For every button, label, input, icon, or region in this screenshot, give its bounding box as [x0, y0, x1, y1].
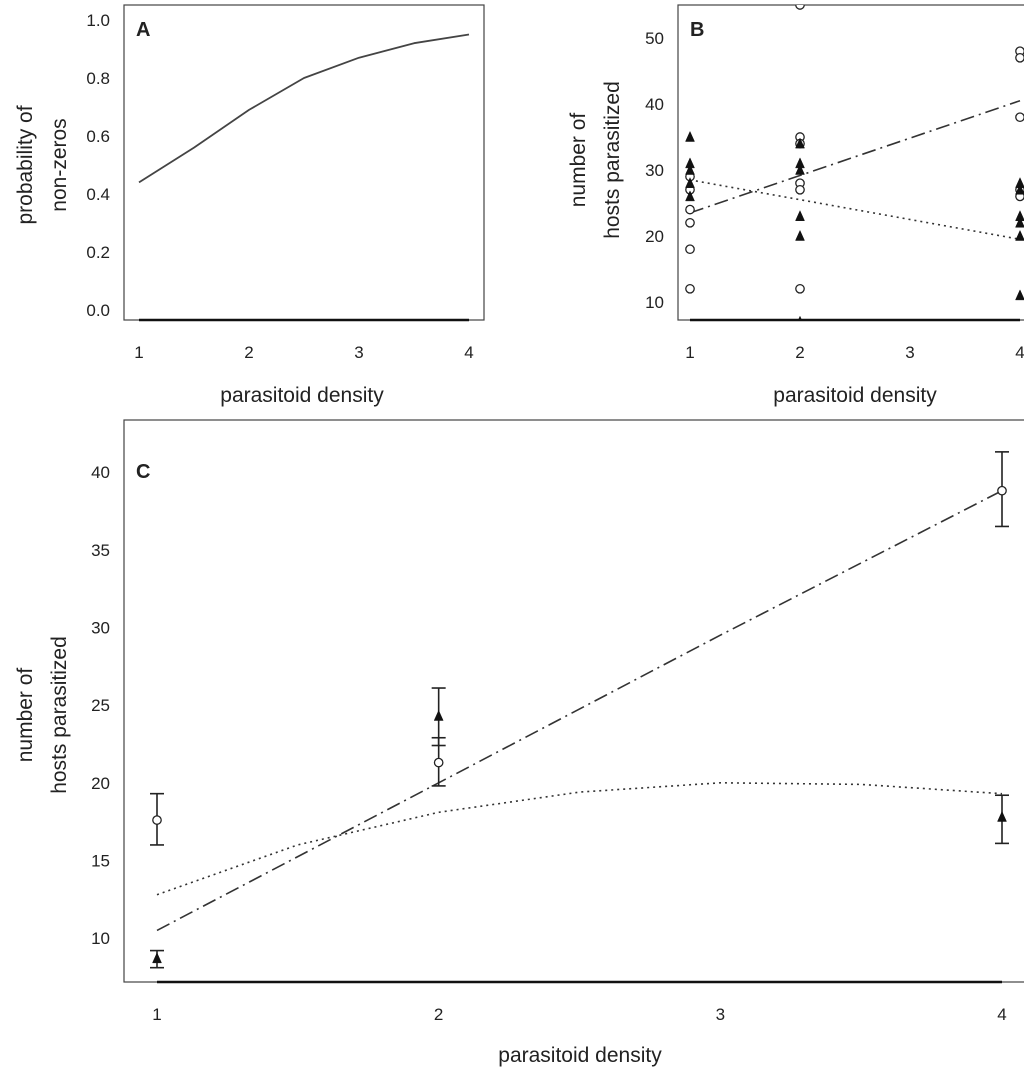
- y-tick-label: 10: [91, 929, 110, 948]
- x-tick-label: 3: [716, 1005, 725, 1024]
- y-axis-label-pb: hosts parasitized: [601, 81, 624, 239]
- panel-pa: A 1 2 3 4 0.0 0.2 0.4 0.6 0.8 1.0 parasitoid densit…: [14, 4, 485, 407]
- panel-label-pa: A: [136, 19, 150, 41]
- point-triangle: [685, 190, 695, 202]
- x-tick-label: 4: [997, 1005, 1006, 1024]
- y-tick-label: 0.6: [86, 127, 110, 146]
- x-tick-label: 1: [134, 343, 143, 362]
- y-tick-label: 30: [91, 618, 110, 637]
- point-circle: [685, 244, 695, 255]
- y-tick-label: 10: [645, 293, 664, 312]
- y-tick-label: 50: [645, 29, 664, 48]
- x-tick-label: 1: [152, 1005, 161, 1024]
- point-circle: [997, 485, 1007, 496]
- plot-frame-pc: [123, 419, 1024, 983]
- point-triangle: [1015, 183, 1024, 195]
- x-tick-label: 1: [685, 343, 694, 362]
- panel-label-pb: B: [690, 19, 704, 41]
- y-axis-label-pa: probability of: [14, 105, 37, 224]
- panel-pb: B 1 2 3 4 10 20 30 40 50 parasitoid density number …: [567, 4, 1024, 407]
- y-axis-label-pa: non-zeros: [48, 118, 71, 211]
- point-circle: [433, 757, 444, 768]
- point-triangle: [685, 130, 695, 142]
- y-axis-label-pc: number of: [14, 668, 37, 763]
- point-circle: [795, 184, 805, 195]
- point-triangle: [1015, 289, 1024, 301]
- x-tick-label: 3: [354, 343, 363, 362]
- point-circle: [1015, 52, 1024, 63]
- point-triangle: [1015, 229, 1024, 241]
- y-tick-label: 0.0: [86, 301, 110, 320]
- panel-pc: C 1 2 3 4 10 15 20 25 30 35 40 parasitoid density num…: [14, 419, 1024, 1067]
- point-triangle: [795, 210, 805, 221]
- point-triangle: [795, 137, 805, 149]
- y-tick-label: 1.0: [86, 11, 110, 30]
- y-tick-label: 25: [91, 696, 110, 715]
- y-tick-label: 40: [91, 463, 110, 482]
- y-tick-label: 35: [91, 541, 110, 560]
- y-tick-label: 0.2: [86, 243, 110, 262]
- plot-area-pa: [138, 33, 470, 184]
- y-tick-label: 15: [91, 851, 110, 870]
- y-tick-label: 20: [645, 227, 664, 246]
- point-triangle: [1015, 216, 1024, 228]
- plot-frame-pa: [123, 4, 485, 321]
- x-axis-label-pa: parasitoid density: [220, 384, 384, 407]
- y-tick-label: 20: [91, 774, 110, 793]
- point-triangle: [685, 163, 695, 175]
- point-triangle: [795, 163, 805, 175]
- y-tick-label: 0.8: [86, 69, 110, 88]
- x-tick-label: 2: [244, 343, 253, 362]
- point-circle: [1015, 112, 1024, 123]
- probability-curve: [138, 33, 470, 184]
- y-axis-label-pc: hosts parasitized: [48, 636, 71, 794]
- x-axis-label-pb: parasitoid density: [773, 384, 937, 407]
- point-triangle: [685, 177, 695, 188]
- y-tick-label: 40: [645, 95, 664, 114]
- point-circle: [795, 283, 805, 294]
- plot-area-pb: [685, 5, 1024, 320]
- x-tick-label: 3: [905, 343, 914, 362]
- y-tick-label: 0.4: [86, 185, 110, 204]
- x-tick-label: 2: [434, 1005, 443, 1024]
- x-tick-label: 4: [464, 343, 473, 362]
- point-circle: [795, 5, 805, 10]
- fit-line-circles: [156, 489, 1003, 932]
- fit-line-triangles: [156, 781, 1003, 896]
- point-circle: [685, 217, 695, 228]
- x-tick-label: 4: [1015, 343, 1024, 362]
- point-circle: [152, 815, 162, 825]
- plot-frame-pb: [677, 4, 1024, 321]
- plot-area-pc: [150, 451, 1009, 969]
- point-triangle: [152, 952, 162, 964]
- point-triangle: [997, 810, 1007, 822]
- fit-line-triangles: [689, 179, 1021, 241]
- y-tick-label: 30: [645, 161, 664, 180]
- point-circle: [685, 204, 695, 215]
- x-tick-label: 2: [795, 343, 804, 362]
- x-axis-label-pc: parasitoid density: [498, 1044, 662, 1067]
- y-axis-label-pb: number of: [567, 113, 590, 208]
- point-triangle: [433, 709, 444, 721]
- point-circle: [685, 283, 695, 294]
- panel-label-pc: C: [136, 461, 150, 483]
- point-triangle: [798, 315, 802, 320]
- point-triangle: [795, 229, 805, 241]
- fit-line-circles: [689, 99, 1021, 214]
